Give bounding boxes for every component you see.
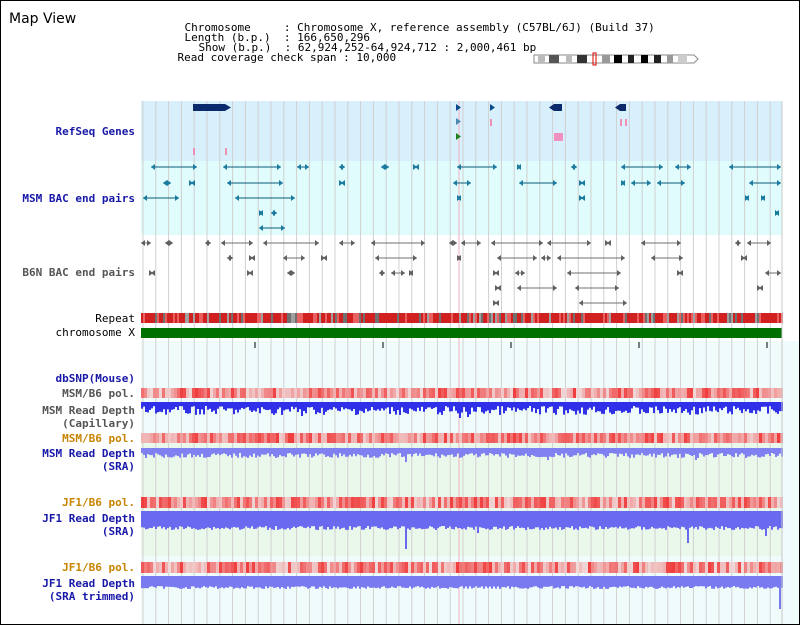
jf1-b6-pol-band-1[interactable] xyxy=(141,497,783,508)
msm-b6-pol-band-2[interactable] xyxy=(141,433,783,443)
length-info: Length (b.p.) : 166,650,296 xyxy=(184,31,370,44)
track-label-jf1-depth-trim-2[interactable]: (SRA trimmed) xyxy=(48,590,135,603)
track-label-msm-depth-sra-2[interactable]: (SRA) xyxy=(101,460,135,473)
jf1-depth-sra-bars[interactable] xyxy=(141,511,783,549)
track-label-jf1-depth-trim-1[interactable]: JF1 Read Depth xyxy=(42,577,135,590)
msm-bac-features[interactable] xyxy=(143,164,781,231)
chromosome-key: Chromosome xyxy=(184,21,251,34)
b6n-bac-features[interactable] xyxy=(141,240,781,306)
show-value: 62,924,252-64,924,712 : 2,000,461 bp xyxy=(297,41,537,54)
length-value: 166,650,296 xyxy=(297,31,370,44)
track-label-repeat: Repeat xyxy=(95,312,135,325)
length-key: Length (b.p.) xyxy=(184,31,271,44)
show-info: Show (b.p.) : 62,924,252-64,924,712 : 2,… xyxy=(198,41,537,54)
jf1-b6-pol-band-2[interactable] xyxy=(141,562,783,573)
chromosome-ideogram[interactable] xyxy=(533,52,699,66)
msm-depth-sra-bars[interactable] xyxy=(141,448,783,462)
msm-depth-capillary-bars[interactable] xyxy=(141,402,783,418)
span-key: Read coverage check span xyxy=(177,51,337,64)
repeat-track[interactable] xyxy=(141,313,783,323)
page-title: Map View xyxy=(9,11,77,27)
track-label-msm-depth-cap-2[interactable]: (Capillary) xyxy=(62,417,135,430)
track-label-msm-depth-sra-1[interactable]: MSM Read Depth xyxy=(42,447,135,460)
chromosome-bar[interactable] xyxy=(141,328,782,338)
track-label-jf1-depth-sra-2[interactable]: (SRA) xyxy=(101,525,135,538)
span-info: Read coverage check span : 10,000 xyxy=(177,51,397,64)
chromosome-value: Chromosome X, reference assembly (C57BL/… xyxy=(297,21,655,34)
jf1-depth-trimmed-bars[interactable] xyxy=(141,576,783,609)
track-label-refseq[interactable]: RefSeq Genes xyxy=(55,125,135,138)
span-value: 10,000 xyxy=(356,51,397,64)
track-label-msm-b6-pol-2[interactable]: MSM/B6 pol. xyxy=(62,432,135,445)
show-key: Show (b.p.) xyxy=(198,41,272,54)
track-label-msm-bac[interactable]: MSM BAC end pairs xyxy=(22,192,135,205)
track-label-jf1-depth-sra-1[interactable]: JF1 Read Depth xyxy=(42,512,135,525)
chromosome-info: Chromosome : Chromosome X, reference ass… xyxy=(184,21,655,34)
track-label-chromosome: chromosome X xyxy=(55,326,135,339)
track-label-jf1-b6-pol-1[interactable]: JF1/B6 pol. xyxy=(62,496,135,509)
track-label-jf1-b6-pol-2[interactable]: JF1/B6 pol. xyxy=(62,561,135,574)
track-label-b6n-bac[interactable]: B6N BAC end pairs xyxy=(22,266,135,279)
refseq-gene-features[interactable] xyxy=(193,104,627,155)
track-label-msm-b6-pol-1[interactable]: MSM/B6 pol. xyxy=(62,387,135,400)
track-label-dbsnp[interactable]: dbSNP(Mouse) xyxy=(55,372,135,385)
msm-b6-pol-band-1[interactable] xyxy=(141,388,783,398)
track-label-msm-depth-cap-1[interactable]: MSM Read Depth xyxy=(42,404,135,417)
